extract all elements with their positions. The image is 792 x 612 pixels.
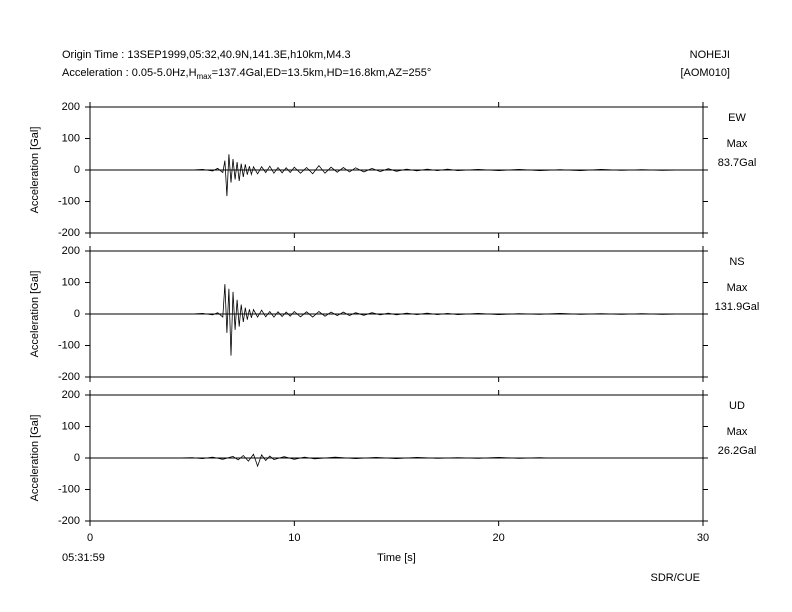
credit: SDR/CUE — [650, 572, 700, 584]
y-tick-label: 100 — [62, 420, 80, 432]
max-label: Max — [727, 138, 748, 150]
y-tick-label: -100 — [58, 195, 80, 207]
y-tick-label: 100 — [62, 132, 80, 144]
y-axis-label: Acceleration [Gal] — [29, 415, 41, 502]
x-tick-label: 20 — [493, 532, 505, 544]
start-time: 05:31:59 — [62, 552, 105, 564]
y-tick-label: -100 — [58, 483, 80, 495]
y-axis-label: Acceleration [Gal] — [29, 271, 41, 358]
x-tick-label: 30 — [697, 532, 709, 544]
max-label: Max — [727, 426, 748, 438]
acc-suffix: =137.4Gal,ED=13.5km,HD=16.8km,AZ=255° — [212, 67, 432, 79]
max-label: Max — [727, 282, 748, 294]
acc-prefix: Acceleration : 0.05-5.0Hz,H — [62, 67, 197, 79]
y-tick-label: 0 — [74, 308, 80, 320]
max-value: 83.7Gal — [718, 157, 757, 169]
x-axis-label: Time [s] — [377, 552, 416, 564]
max-value: 26.2Gal — [718, 445, 757, 457]
component: NS — [729, 256, 744, 268]
acc-sub: max — [197, 72, 212, 81]
waveform — [192, 154, 683, 197]
x-tick-label: 0 — [87, 532, 93, 544]
component: UD — [729, 400, 745, 412]
y-tick-label: 0 — [74, 452, 80, 464]
y-tick-label: -200 — [58, 371, 80, 383]
x-tick-label: 10 — [288, 532, 300, 544]
y-tick-label: 200 — [62, 245, 80, 257]
waveform — [192, 284, 683, 356]
y-tick-label: -200 — [58, 515, 80, 527]
acceleration-info: Acceleration : 0.05-5.0Hz,Hmax=137.4Gal,… — [62, 67, 431, 81]
component: EW — [728, 112, 746, 124]
station-name: NOHEJI — [690, 49, 730, 61]
station-code: [AOM010] — [680, 67, 730, 79]
y-tick-label: 100 — [62, 276, 80, 288]
waveform — [175, 453, 550, 468]
origin-time: Origin Time : 13SEP1999,05:32,40.9N,141.… — [62, 49, 351, 61]
y-tick-label: -200 — [58, 227, 80, 239]
y-tick-label: 0 — [74, 164, 80, 176]
y-tick-label: 200 — [62, 101, 80, 113]
y-tick-label: -100 — [58, 339, 80, 351]
y-axis-label: Acceleration [Gal] — [29, 127, 41, 214]
y-tick-label: 200 — [62, 389, 80, 401]
max-value: 131.9Gal — [715, 301, 760, 313]
